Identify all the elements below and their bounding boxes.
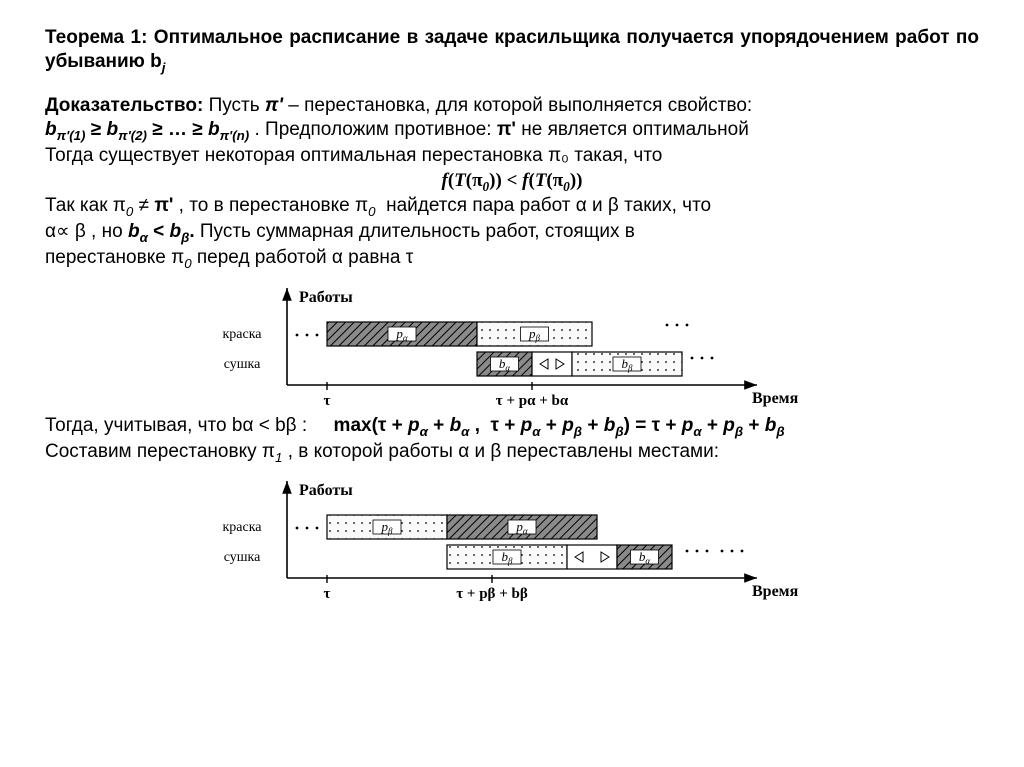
svg-text:τ + pβ + bβ: τ + pβ + bβ bbox=[456, 586, 528, 602]
svg-text:τ + pα + bα: τ + pα + bα bbox=[496, 393, 569, 409]
svg-text:сушка: сушка bbox=[224, 357, 261, 372]
proof-line5: α∝ β , но bα < bβ. Пусть суммарная длите… bbox=[45, 221, 635, 242]
gantt-svg-2: РаботыВремякраскасушкаpβpαbβbαττ + pβ + … bbox=[192, 473, 832, 603]
proof-label: Доказательство: bbox=[45, 95, 203, 116]
svg-text:краска: краска bbox=[222, 327, 262, 342]
theorem-lead: Теорема 1: bbox=[45, 27, 147, 48]
proof-line1: Пусть π' – перестановка, для которой вып… bbox=[209, 95, 753, 116]
proof-line3: Тогда существует некоторая оптимальная п… bbox=[45, 145, 662, 166]
proof-line4: Так как π0 ≠ π' , то в перестановке π0 н… bbox=[45, 195, 711, 216]
proof-line6: перестановке π0 перед работой α равна τ bbox=[45, 247, 413, 268]
svg-text:сушка: сушка bbox=[224, 550, 261, 565]
gantt-chart-2: РаботыВремякраскасушкаpβpαbβbαττ + pβ + … bbox=[45, 473, 979, 603]
theorem-body: Оптимальное расписание в задаче красильщ… bbox=[45, 27, 979, 72]
proof-line8: Составим перестановку π1 , в которой раб… bbox=[45, 440, 979, 466]
svg-text:Время: Время bbox=[752, 390, 799, 407]
proof-line7: Тогда, учитывая, что bα < bβ : max(τ + p… bbox=[45, 414, 979, 440]
gantt-svg-1: РаботыВремякраскасушкаpαpβbαbβττ + pα + … bbox=[192, 280, 832, 410]
svg-text:Работы: Работы bbox=[299, 289, 353, 306]
svg-text:Время: Время bbox=[752, 583, 799, 600]
proof-inequality: bπ'(1) ≥ bπ'(2) ≥ … ≥ bπ'(n) . bbox=[45, 119, 265, 140]
gantt-chart-1: РаботыВремякраскасушкаpαpβbαbβττ + pα + … bbox=[45, 280, 979, 410]
svg-text:краска: краска bbox=[222, 520, 262, 535]
theorem-statement: Теорема 1: Оптимальное расписание в зада… bbox=[45, 26, 979, 76]
svg-text:τ: τ bbox=[324, 586, 331, 602]
proof-centered-eq: f(T(π0)) < f(T(π0)) bbox=[45, 169, 979, 195]
svg-text:τ: τ bbox=[324, 393, 331, 409]
svg-text:Работы: Работы bbox=[299, 482, 353, 499]
proof-block: Доказательство: Пусть π' – перестановка,… bbox=[45, 94, 979, 272]
proof-line2: Предположим противное: π' не является оп… bbox=[265, 119, 749, 140]
